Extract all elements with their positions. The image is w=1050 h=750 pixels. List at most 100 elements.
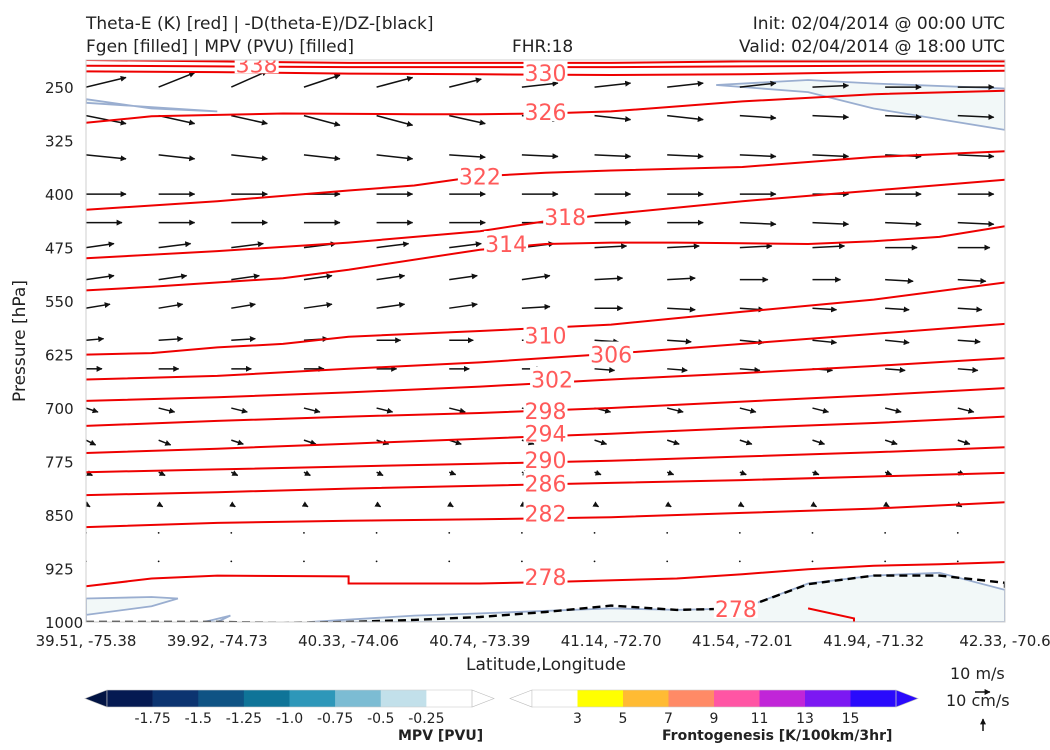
fgen-colorbar-swatch	[850, 690, 897, 707]
wind-vector	[810, 501, 817, 508]
wind-vector	[739, 407, 757, 414]
wind-vector	[158, 336, 184, 343]
wind-vector	[957, 220, 995, 227]
wind-vector	[957, 407, 975, 414]
wind-key-horizontal: 10 m/s	[950, 664, 1005, 683]
wind-vector	[739, 220, 777, 227]
wind-vector	[230, 560, 233, 563]
wind-vector	[667, 306, 696, 313]
chart-title-line2: Fgen [filled] | MPV (PVU) [filled]	[86, 37, 355, 57]
y-tick-label: 700	[45, 400, 74, 418]
fgen-colorbar-swatch	[805, 690, 851, 707]
contour-label: 310	[525, 324, 567, 349]
mpv-colorbar-swatch	[426, 690, 473, 707]
mpv-colorbar-swatch	[380, 690, 427, 707]
forecast-hour: FHR:18	[512, 37, 574, 57]
wind-vector	[884, 407, 902, 414]
theta-e-contour	[807, 607, 855, 622]
wind-vector	[449, 273, 478, 281]
contour-label-bg	[523, 470, 568, 493]
mpv-colorbar-tick-label: -0.5	[367, 711, 394, 727]
wind-vector	[520, 531, 523, 534]
contour-label: 278	[525, 566, 567, 591]
theta-e-contour	[86, 150, 1005, 211]
fgen-colorbar-swatch	[759, 690, 806, 707]
plot-frame	[85, 59, 1006, 623]
wind-vector	[158, 273, 188, 281]
wind-vector	[231, 154, 268, 162]
wind-vector	[884, 439, 898, 446]
wind-vector	[812, 469, 820, 476]
y-tick-label: 325	[45, 133, 74, 151]
mpv-colorbar-frame	[106, 689, 473, 708]
wind-vector	[449, 241, 482, 249]
valid-time: Valid: 02/04/2014 @ 18:00 UTC	[739, 37, 1005, 57]
y-tick-label: 850	[45, 507, 74, 525]
wind-vector	[449, 77, 482, 88]
wind-vector	[812, 439, 826, 446]
wind-vector	[521, 153, 559, 160]
wind-vector	[376, 301, 406, 309]
wind-vector	[303, 439, 317, 446]
mpv-colorbar-title: MPV [PVU]	[398, 728, 484, 744]
wind-vector	[158, 470, 166, 477]
wind-vector	[303, 114, 341, 127]
wind-vector	[231, 302, 256, 309]
contour-label-bg	[523, 564, 568, 587]
x-tick-label: 41.94, -71.32	[823, 632, 924, 650]
theta-e-contour	[86, 322, 1005, 381]
contour-label-bg	[457, 163, 502, 186]
wind-vector	[594, 153, 632, 160]
contour-label: 338	[236, 53, 278, 78]
contour-label-bg	[523, 500, 568, 523]
wind-vector	[521, 273, 551, 281]
mpv-colorbar-extend-min	[84, 689, 108, 708]
y-tick-label: 550	[45, 293, 74, 311]
wind-vector	[448, 469, 457, 476]
mpv-colorbar-swatch	[335, 690, 382, 707]
wind-vector	[667, 338, 692, 345]
wind-vector	[812, 407, 830, 414]
wind-vector	[812, 339, 838, 346]
wind-vector	[884, 560, 887, 563]
wind-vector	[158, 71, 196, 88]
wind-vector	[811, 560, 814, 563]
mpv-colorbar-swatch	[289, 690, 336, 707]
wind-vector	[885, 366, 906, 373]
fgen-colorbar-swatch	[714, 690, 760, 707]
wind-vector	[957, 306, 983, 313]
wind-vector	[884, 531, 887, 534]
fgen-colorbar-tick-label: 3	[573, 711, 582, 727]
contour-label-bg	[523, 99, 568, 122]
wind-vector	[956, 560, 959, 563]
wind-vector	[158, 407, 176, 414]
contour-label: 306	[590, 344, 632, 369]
contour-label-bg	[543, 203, 588, 226]
wind-vector	[158, 302, 184, 309]
wind-vector	[593, 531, 596, 534]
wind-vector	[739, 80, 777, 88]
contour-label-bg	[589, 341, 634, 364]
wind-vector	[812, 220, 850, 227]
wind-vector	[594, 80, 632, 88]
wind-vector	[593, 560, 596, 563]
wind-vector	[739, 243, 773, 250]
fgen-colorbar-tick-label: 9	[710, 711, 719, 727]
wind-vector	[885, 220, 922, 227]
fgen-colorbar-tick-label: 5	[619, 711, 628, 727]
fgen-colorbar-tick-label: 15	[842, 711, 860, 727]
wind-vector	[376, 75, 414, 88]
wind-vector	[157, 560, 160, 563]
wind-vector	[86, 154, 127, 162]
contour-label: 326	[525, 101, 567, 126]
wind-vector	[449, 407, 466, 414]
wind-vector	[521, 303, 551, 310]
init-time: Init: 02/04/2014 @ 00:00 UTC	[752, 14, 1005, 34]
x-axis-label: Latitude,Longitude	[466, 655, 626, 675]
wind-vector	[812, 243, 846, 250]
wind-vector	[301, 501, 309, 508]
wind-vector	[812, 306, 838, 313]
wind-vector	[86, 273, 115, 281]
wind-vector	[667, 153, 704, 160]
plot-content: 3383343303263223183143103063022982942902…	[86, 53, 1005, 622]
